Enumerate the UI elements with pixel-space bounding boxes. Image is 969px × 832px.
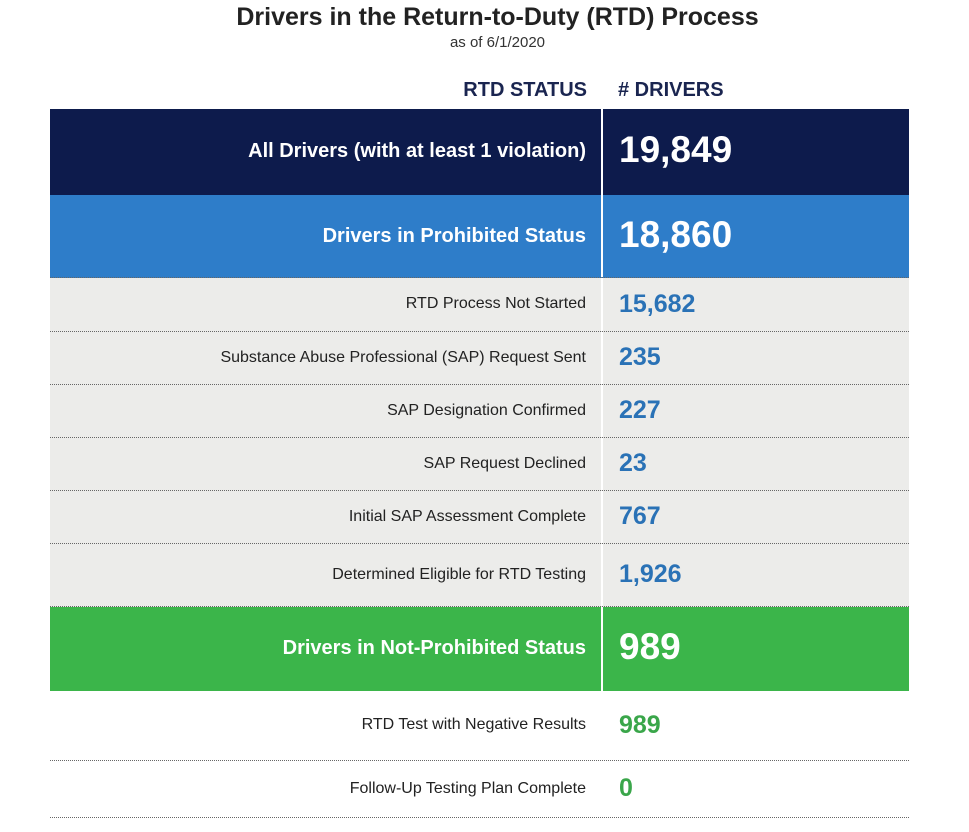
chart-title: Drivers in the Return-to-Duty (RTD) Proc…	[236, 3, 759, 31]
column-header-status: RTD STATUS	[463, 79, 587, 101]
row-label: RTD Process Not Started	[405, 295, 586, 312]
row-value: 235	[619, 343, 661, 371]
table-row: Drivers in Prohibited Status 18,860	[50, 195, 909, 278]
row-label: Initial SAP Assessment Complete	[348, 508, 586, 525]
row-value: 18,860	[619, 214, 733, 255]
row-value: 0	[619, 774, 633, 802]
chart-subtitle: as of 6/1/2020	[449, 34, 546, 51]
row-value: 19,849	[619, 129, 733, 170]
row-value: 1,926	[619, 560, 682, 588]
table-row: Initial SAP Assessment Complete 767	[50, 491, 909, 544]
row-label: RTD Test with Negative Results	[361, 716, 586, 733]
row-value: 15,682	[619, 290, 696, 318]
column-divider	[601, 544, 603, 606]
column-divider	[601, 491, 603, 543]
table-row: All Drivers (with at least 1 violation) 1…	[50, 109, 909, 195]
table-row: Substance Abuse Professional (SAP) Reque…	[50, 332, 909, 385]
row-value: 767	[619, 502, 661, 530]
table-row: Follow-Up Testing Plan Complete 0	[50, 761, 909, 818]
column-divider	[601, 438, 603, 490]
column-divider	[601, 278, 603, 331]
table-row: SAP Request Declined 23	[50, 438, 909, 491]
table-row: RTD Process Not Started 15,682	[50, 278, 909, 332]
row-value: 23	[619, 449, 647, 477]
row-label: Follow-Up Testing Plan Complete	[349, 780, 586, 797]
row-label: SAP Request Declined	[423, 455, 586, 472]
column-divider	[601, 691, 603, 760]
table-row: RTD Test with Negative Results 989	[50, 691, 909, 761]
column-divider	[601, 761, 603, 817]
table-row: SAP Designation Confirmed 227	[50, 385, 909, 438]
row-value: 227	[619, 396, 661, 424]
table-row: Drivers in Not-Prohibited Status 989	[50, 607, 909, 691]
row-label: SAP Designation Confirmed	[387, 402, 586, 419]
column-divider	[601, 332, 603, 384]
row-label: Determined Eligible for RTD Testing	[332, 566, 586, 583]
row-label: Drivers in Prohibited Status	[322, 225, 586, 247]
row-value: 989	[619, 626, 681, 667]
column-header-drivers: # DRIVERS	[618, 79, 724, 101]
row-label: Drivers in Not-Prohibited Status	[282, 637, 586, 659]
column-divider	[601, 607, 603, 691]
column-divider	[601, 385, 603, 437]
table-row: Determined Eligible for RTD Testing 1,926	[50, 544, 909, 607]
column-divider	[601, 109, 603, 195]
row-value: 989	[619, 711, 661, 739]
column-divider	[601, 195, 603, 277]
row-label: Substance Abuse Professional (SAP) Reque…	[220, 349, 586, 366]
row-label: All Drivers (with at least 1 violation)	[248, 140, 586, 162]
